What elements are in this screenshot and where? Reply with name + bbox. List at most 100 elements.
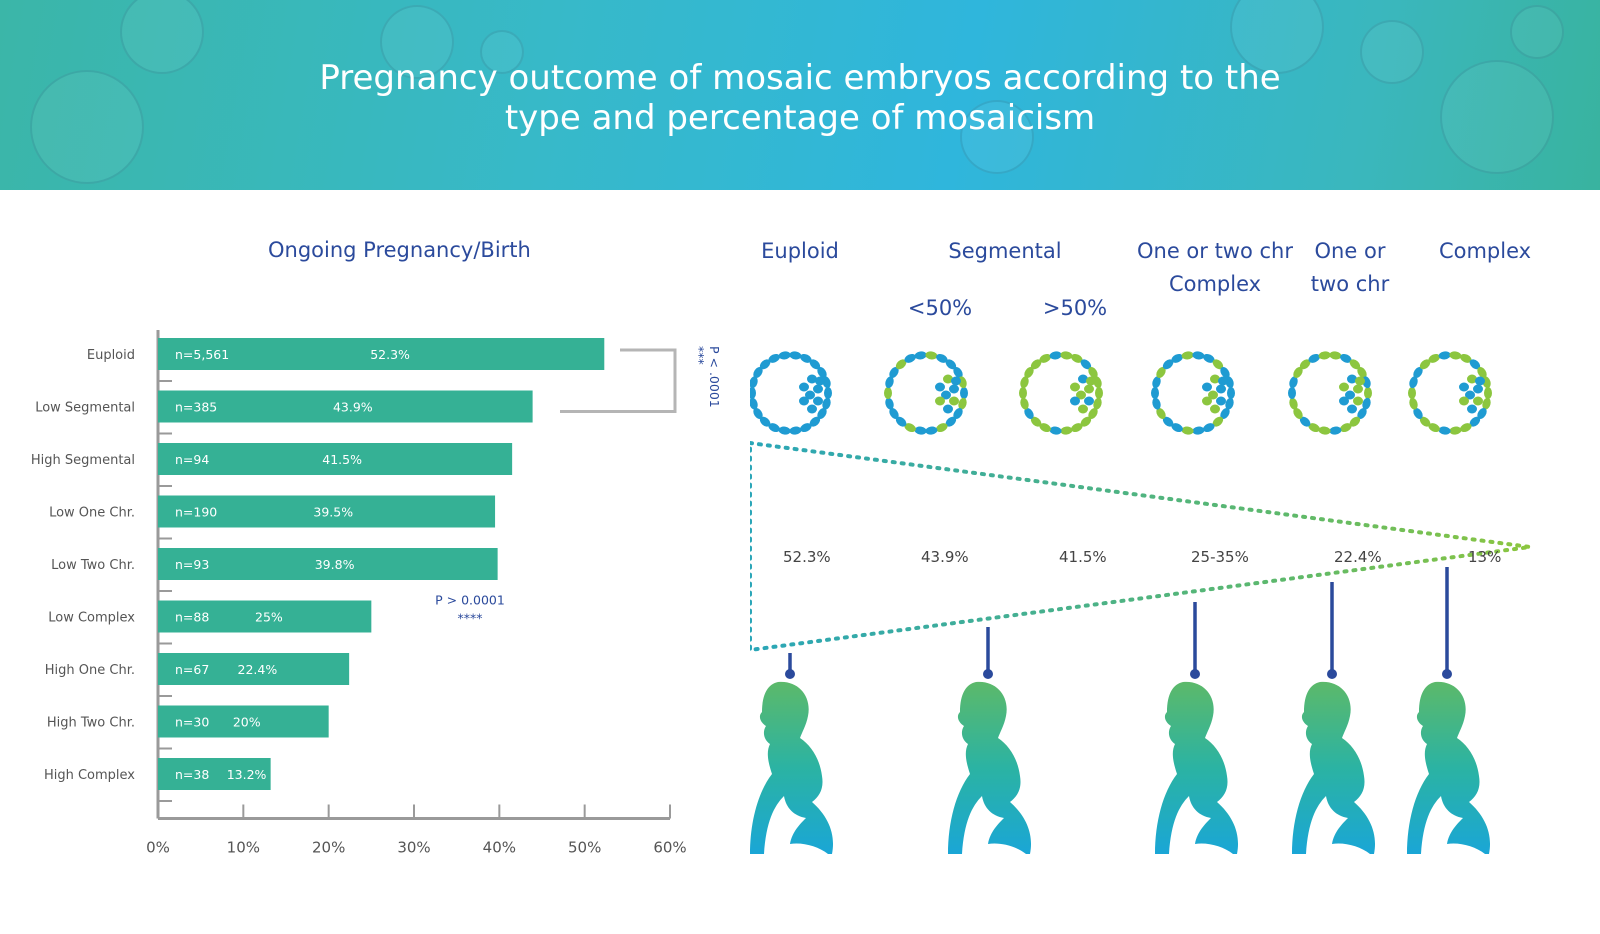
embryo-cell [1357,367,1367,378]
embryo-cell [1293,408,1303,419]
embryo-cell [1340,353,1352,363]
woman-silhouette [1292,681,1376,854]
embryo-cell [914,426,927,435]
embryo-cell [789,351,802,360]
embryo-cell [1049,426,1062,435]
inner-cell [1078,404,1088,414]
embryo-cell [889,408,899,419]
embryo-cell [1318,426,1331,435]
embryo-cell [1484,387,1492,399]
value-label: 41.5% [322,452,362,467]
rate-label-euploid: 52.3% [783,548,831,566]
x-tick-label: 0% [146,839,170,857]
inner-cell [813,396,823,406]
inner-cell [1467,374,1477,384]
group-label-complex: Complex [1438,239,1532,263]
embryo-cell [1299,416,1311,427]
embryo-cell [1428,423,1440,433]
category-label: High Segmental [31,453,135,468]
value-label: 52.3% [370,347,410,362]
embryo-cell [885,397,894,410]
n-label: n=38 [175,767,209,782]
inner-cell [1459,396,1469,406]
embryo-cell [960,387,968,399]
inner-cell [1084,396,1094,406]
embryo-cell [925,351,938,360]
inner-cell [943,374,953,384]
header-banner: Pregnancy outcome of mosaic embryos acco… [0,0,1600,190]
pregnant-woman-icon [1155,681,1239,854]
inner-cell [943,404,953,414]
bar-1 [158,390,533,423]
funnel-dotted-outline [750,441,1531,653]
main-title-line-2: type and percentage of mosaicism [504,98,1096,138]
group-label-euploid: Euploid [761,239,839,263]
embryo-cell [936,423,948,433]
embryo-cell [1299,359,1311,370]
inner-cell [1210,374,1220,384]
bar-4 [158,548,498,580]
embryo-cell [1181,351,1194,360]
n-label: n=88 [175,610,209,625]
woman-silhouette [750,681,834,854]
inner-cell [1216,396,1226,406]
stem-dot [785,669,795,679]
embryo-cell [1039,423,1051,433]
embryo-cell [750,397,758,410]
embryo-cell [759,359,771,370]
embryo-5 [1408,351,1492,435]
embryo-cell [1156,367,1166,378]
category-label: High One Chr. [45,663,135,678]
bar-chart: Euploid n=5,561 52.3% Low Segmental n=385 43.… [31,330,722,857]
embryo-cell [778,426,791,435]
category-label: Low One Chr. [49,506,135,521]
embryo-diagram [750,351,1531,854]
embryo-cell [914,351,927,360]
embryo-cell [895,359,907,370]
sublabel-high: >50% [1042,296,1108,320]
x-tick-label: 10% [227,839,260,857]
woman-silhouette [948,681,1032,854]
inner-cell [1473,396,1483,406]
embryo-cell [1024,408,1034,419]
embryo-cell [1220,408,1230,419]
embryo-cell [1151,387,1159,399]
embryo-cell [1181,426,1194,435]
embryo-cell [817,408,827,419]
embryo-cell [809,416,821,427]
bar-6 [158,653,350,685]
main-title: Pregnancy outcome of mosaic embryos acco… [0,58,1600,138]
embryo-cell [778,351,791,360]
embryo-cell [1212,359,1224,370]
embryo-cell [1156,408,1166,419]
embryo-cell [800,353,812,363]
inner-cell [1202,382,1212,392]
embryo-cell [1060,351,1073,360]
embryo-cell [1419,359,1431,370]
bracket-annotation: P < .0001*** [692,346,722,408]
embryo-cell [1162,359,1174,370]
embryo-cell [1469,416,1481,427]
embryo-cell [1293,367,1303,378]
embryo-cell [1428,353,1440,363]
embryo-cell [750,376,758,389]
embryo-cell [824,387,832,399]
embryo-cell [1308,423,1320,433]
value-label: 39.8% [315,557,355,572]
category-label: Low Segmental [35,401,135,416]
lower-stars: **** [458,611,483,626]
inner-cell [1475,376,1485,386]
embryo-cell [1225,397,1234,410]
category-label: Low Complex [48,611,135,626]
embryo-cell [1438,351,1451,360]
rate-label-one-two-chr-complex: 25-35% [1191,548,1249,566]
embryo-cell [1409,397,1418,410]
embryo-cell [753,367,763,378]
embryo-cell [1020,397,1029,410]
inner-cell [1339,396,1349,406]
embryo-cell [1152,397,1161,410]
bar-5 [158,600,372,633]
inner-cell [935,382,945,392]
inner-cell [815,376,825,386]
embryo-cell [1340,423,1352,433]
